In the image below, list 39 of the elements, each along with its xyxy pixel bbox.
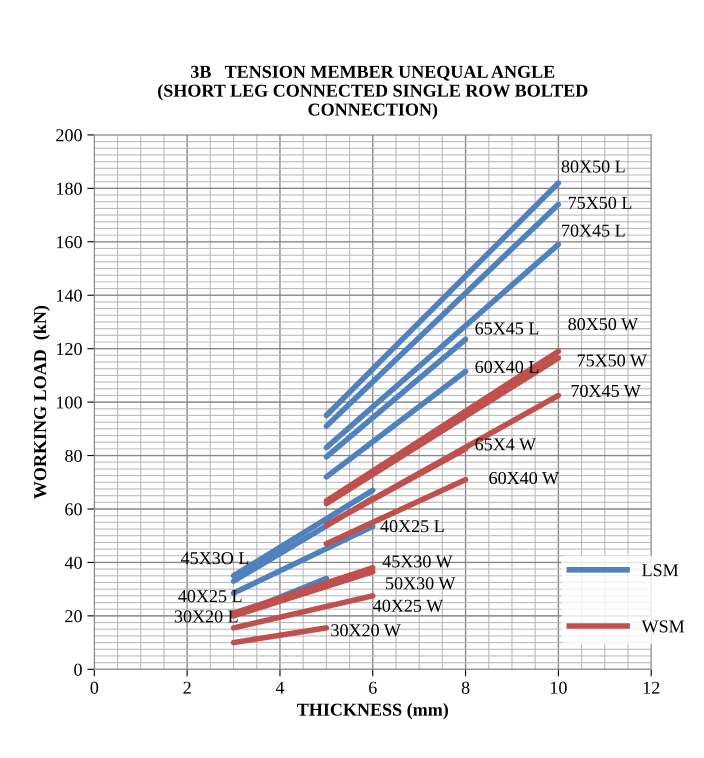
x-tick-label: 2 xyxy=(183,682,191,694)
x-tick-label: 4 xyxy=(276,682,284,694)
x-tick-label: 6 xyxy=(369,682,377,694)
annotation: 75X50 L xyxy=(568,196,632,209)
x-axis-title: THICKNESS (mm) xyxy=(297,703,448,720)
y-tick-label: 180 xyxy=(57,182,82,195)
annotation: 75X50 W xyxy=(578,354,647,367)
y-tick-label: 160 xyxy=(57,236,82,248)
annotation: 65X4 W xyxy=(475,438,536,451)
annotation: 70X45 W xyxy=(572,384,641,398)
y-tick-label: 0 xyxy=(74,664,82,676)
annotation: 40X25 W xyxy=(373,600,444,612)
y-tick-label: 80 xyxy=(65,450,82,462)
annotation: 45X3O L xyxy=(181,552,248,564)
annotation: 45X30 W xyxy=(382,555,453,568)
annotation: 60X40 L xyxy=(475,360,538,373)
annotation: 50X30 W xyxy=(386,577,456,590)
y-tick-label: 40 xyxy=(64,556,82,569)
legend-label: LSM xyxy=(642,564,678,576)
x-tick-label: 0 xyxy=(90,682,98,694)
annotation: 70X45 L xyxy=(562,224,625,237)
legend-label: WSM xyxy=(642,620,684,633)
x-tick-label: 8 xyxy=(462,682,470,694)
y-tick-label: 60 xyxy=(65,503,82,516)
x-tick-label: 10 xyxy=(550,682,567,694)
x-tick-label: 12 xyxy=(644,682,660,694)
y-tick-label: 140 xyxy=(57,290,82,302)
annotation: 60X40 W xyxy=(489,472,559,484)
annotation: 30X20 W xyxy=(331,624,401,637)
y-tick-label: 100 xyxy=(57,396,82,409)
annotation: 80X50 L xyxy=(562,160,625,173)
y-tick-label: 200 xyxy=(56,129,82,142)
annotation: 65X45 L xyxy=(475,322,538,334)
y-axis-title: WORKING LOAD (kN) xyxy=(34,306,50,499)
y-tick-label: 120 xyxy=(57,342,82,356)
y-tick-label: 20 xyxy=(65,610,82,622)
chart-title: 3B TENSION MEMBER UNEQUAL ANGLE (SHORT LEG CONNECTED SINGLE ROW BOLTED CONNECTION) xyxy=(158,66,588,120)
annotation: 80X50 W xyxy=(568,318,638,330)
annotation: 40X25 L xyxy=(380,520,444,532)
